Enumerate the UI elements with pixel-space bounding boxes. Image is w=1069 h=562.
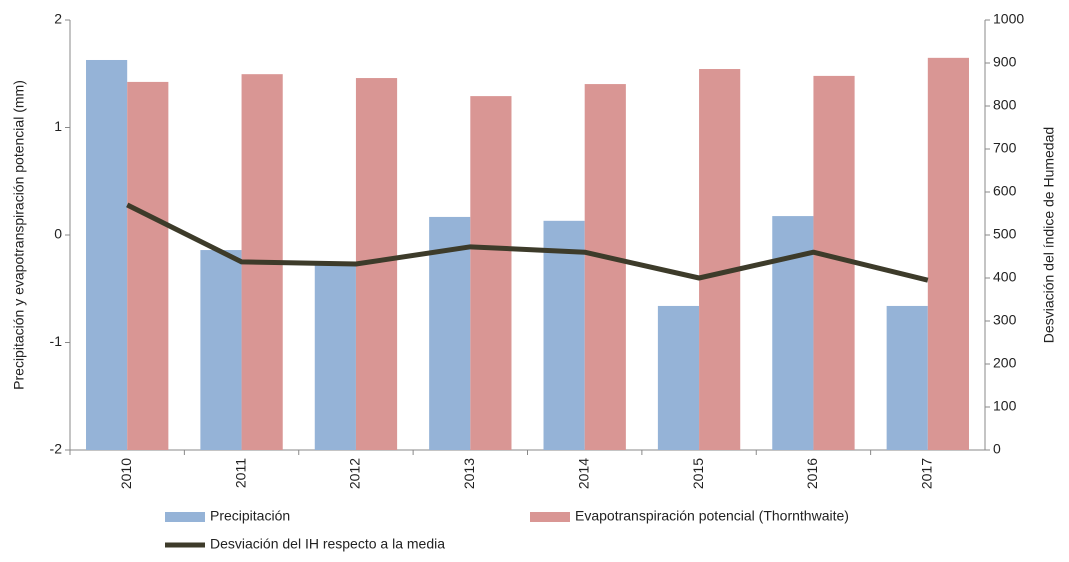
bar [657,305,700,450]
line [126,202,929,283]
legend-label: Evapotranspiración potencial (Thornthwai… [575,508,849,524]
x-tick-label: 2013 [461,458,477,489]
bar [314,265,356,450]
bar [584,84,626,450]
y-axis-title: Precipitación y evapotranspiración poten… [11,80,27,390]
bar [200,250,242,450]
y2-tick-label: 600 [993,183,1017,199]
y2-tick-label: 700 [993,140,1017,156]
bar [86,59,128,451]
x-tick-label: 2016 [804,458,820,489]
y2-tick-label: 800 [993,97,1017,113]
y2-tick-label: 300 [993,312,1017,328]
x-tick-label: 2014 [575,458,591,489]
y2-tick-label: 200 [993,355,1017,371]
x-tick-label: 2015 [690,458,706,489]
x-tick-label: 2011 [232,458,248,488]
bar [470,96,512,451]
x-tick-label: 2017 [919,458,935,489]
y2-tick-label: 100 [993,398,1017,414]
legend-label: Desviación del IH respecto a la media [210,536,445,552]
y2-tick-label: 0 [993,441,1001,457]
y-tick-label: -1 [50,333,63,349]
bar [127,81,169,451]
bar [429,216,471,450]
y-tick-label: 1 [54,118,62,134]
y2-axis-title: Desviación del índice de Humedad [1041,127,1057,343]
y-tick-label: 2 [54,11,62,27]
y-tick-label: 0 [54,226,62,242]
bar [927,57,969,451]
y2-tick-label: 500 [993,226,1017,242]
y2-tick-label: 900 [993,54,1017,70]
legend-swatch [530,512,570,522]
y-tick-label: -2 [50,441,63,457]
legend-swatch [165,512,205,522]
legend-label: Precipitación [210,508,290,524]
x-tick-label: 2012 [347,458,363,489]
x-tick-label: 2010 [118,458,134,489]
bar [543,220,585,450]
bar [699,69,741,451]
y2-tick-label: 400 [993,269,1017,285]
bar [886,305,928,450]
y2-tick-label: 1000 [993,11,1024,27]
